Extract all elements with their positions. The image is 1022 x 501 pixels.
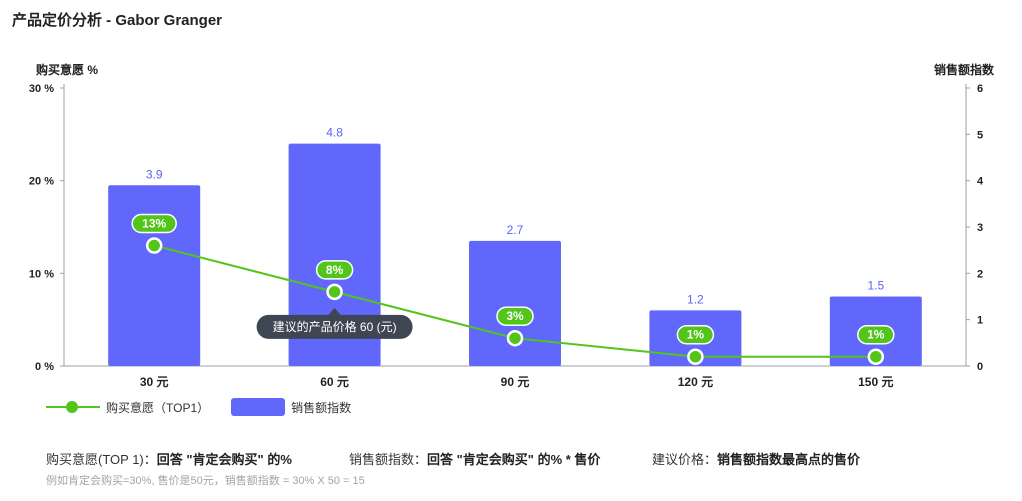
combo-chart: 0 % 10 % 20 % 30 % 0 1 2 3 4 5 6 3.9 4.8 2.7 1.2 1.5 30 … bbox=[29, 83, 984, 389]
left-tick-label: 10 % bbox=[29, 268, 54, 280]
tooltip-arrow bbox=[328, 307, 341, 315]
right-tick-label: 4 bbox=[977, 176, 984, 188]
line-point bbox=[867, 348, 885, 365]
right-tick-label: 2 bbox=[977, 268, 983, 280]
line-point bbox=[506, 329, 524, 347]
bar-value-label: 1.5 bbox=[867, 279, 884, 293]
line-value-pill bbox=[131, 213, 177, 234]
line-value-label: 8% bbox=[326, 263, 344, 277]
legend-label-purchase-intent: 购买意愿（TOP1） bbox=[106, 400, 210, 415]
bar-value-label: 4.8 bbox=[326, 126, 343, 140]
definition-value: 销售额指数最高点的售价 bbox=[717, 452, 861, 467]
definition-value: 回答 "肯定会购买" 的% * 售价 bbox=[427, 452, 601, 467]
category-label: 30 元 bbox=[140, 375, 169, 389]
legend: 购买意愿（TOP1） 销售额指数 bbox=[46, 398, 373, 416]
line-value-label: 1% bbox=[687, 328, 705, 342]
line-legend-icon bbox=[46, 400, 100, 414]
right-axis-title: 销售额指数 bbox=[933, 63, 994, 77]
category-label: 150 元 bbox=[858, 375, 893, 389]
line-value-label: 13% bbox=[142, 217, 166, 231]
left-tick-label: 20 % bbox=[29, 176, 54, 188]
legend-label-sales-index: 销售额指数 bbox=[291, 400, 352, 415]
right-tick-label: 3 bbox=[977, 222, 983, 234]
right-tick-label: 5 bbox=[977, 129, 983, 141]
definition-label: 销售额指数： bbox=[349, 452, 428, 467]
category-label: 90 元 bbox=[501, 375, 530, 389]
bar-value-label: 3.9 bbox=[146, 167, 163, 181]
bar bbox=[469, 240, 561, 366]
definition-value: 回答 "肯定会购买" 的% bbox=[156, 452, 292, 467]
bar bbox=[288, 143, 381, 366]
definition-purchase-intent: 购买意愿(TOP 1)：回答 "肯定会购买" 的% bbox=[46, 449, 292, 468]
example-text: 例如肯定会购买=30%, 售价是50元，销售额指数 = 30% X 50 = 1… bbox=[46, 475, 365, 487]
definition-sales-index: 销售额指数：回答 "肯定会购买" 的% * 售价 bbox=[349, 449, 600, 468]
left-axis-title: 购买意愿 % bbox=[36, 63, 99, 77]
left-tick-label: 30 % bbox=[29, 83, 54, 95]
right-tick-label: 6 bbox=[977, 83, 983, 95]
line-value-label: 3% bbox=[506, 309, 524, 323]
left-tick-label: 0 % bbox=[35, 361, 54, 373]
line-point bbox=[326, 283, 343, 301]
definition-suggested-price: 建议价格：销售额指数最高点的售价 bbox=[652, 449, 860, 468]
line-value-label: 1% bbox=[867, 328, 885, 342]
category-label: 120 元 bbox=[678, 375, 713, 389]
chart-title: 产品定价分析 - Gabor Granger bbox=[12, 12, 223, 29]
definition-label: 建议价格： bbox=[652, 452, 718, 467]
bar-value-label: 1.2 bbox=[687, 292, 704, 306]
line-value-pill bbox=[315, 260, 354, 280]
definition-label: 购买意愿(TOP 1)： bbox=[46, 452, 157, 467]
line-value-pill bbox=[676, 324, 715, 345]
tooltip-text: 建议的产品价格 60 (元) bbox=[273, 319, 397, 334]
legend-item-sales-index[interactable]: 销售额指数 bbox=[231, 398, 351, 416]
line-point bbox=[687, 348, 704, 365]
legend-item-purchase-intent[interactable]: 购买意愿（TOP1） bbox=[46, 399, 209, 416]
tooltip-box bbox=[256, 314, 413, 339]
line-value-pill bbox=[496, 306, 534, 326]
line-value-pill bbox=[857, 324, 895, 345]
bar-value-label: 2.7 bbox=[507, 223, 524, 237]
right-tick-label: 0 bbox=[977, 361, 983, 373]
line-point bbox=[145, 237, 163, 254]
right-tick-label: 1 bbox=[977, 315, 983, 327]
bar-legend-icon bbox=[231, 398, 286, 416]
category-label: 60 元 bbox=[320, 375, 349, 389]
bar bbox=[108, 185, 201, 366]
